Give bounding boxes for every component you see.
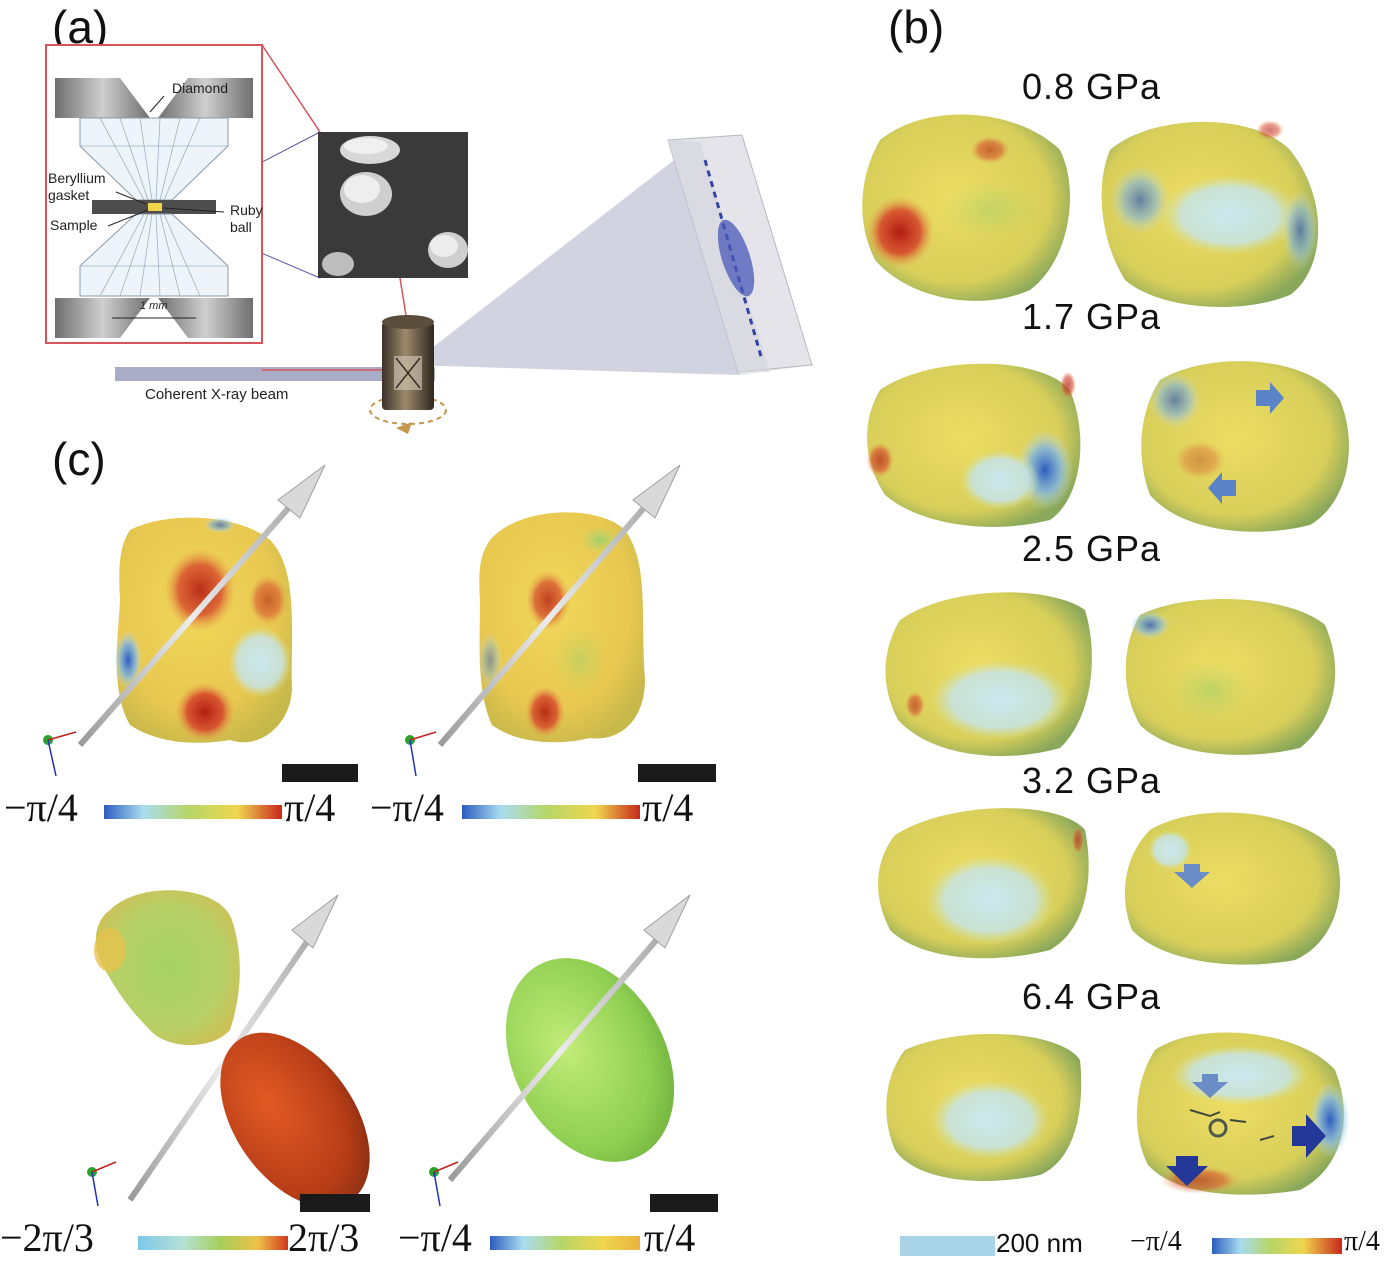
axes-triad-3	[87, 1161, 117, 1207]
particle-0-8-right	[1101, 120, 1319, 308]
reconstruction-bottom-right	[505, 958, 675, 1162]
colorbar-c1	[104, 805, 282, 819]
pressure-label-2-5: 2.5 GPa	[1022, 528, 1162, 569]
panel-label-b: (b)	[888, 1, 945, 53]
colorbar-c4	[490, 1236, 640, 1250]
pressure-cell	[369, 315, 447, 434]
pressure-label-1-7: 1.7 GPa	[1022, 296, 1162, 337]
particle-2-5-right	[1125, 598, 1336, 755]
beam-label: Coherent X-ray beam	[145, 386, 289, 403]
scale-bar-c1	[282, 764, 358, 782]
axes-triad-2	[405, 731, 437, 777]
scale-label-200nm: 200 nm	[996, 1228, 1083, 1258]
scale-bar-c2	[638, 764, 716, 782]
particle-6-4-right	[1136, 1032, 1350, 1195]
particle-3-2-left	[878, 808, 1089, 959]
scale-bar-200nm	[900, 1236, 995, 1256]
reconstruction-top-right	[478, 512, 645, 743]
reconstruction-bottom-left-lower	[220, 1032, 370, 1208]
particle-1-7-right	[1141, 361, 1349, 532]
pressure-label-3-2: 3.2 GPa	[1022, 760, 1162, 801]
beryllium-gasket-label: Beryllium gasket	[48, 170, 106, 203]
axes-triad-4	[429, 1161, 459, 1207]
colorbar-c4-max: π/4	[644, 1215, 696, 1260]
ruby-ball-label: Ruby ball	[230, 202, 263, 235]
pressure-label-6-4: 6.4 GPa	[1022, 976, 1162, 1017]
particle-3-2-right	[1124, 812, 1341, 965]
particle-1-7-left	[866, 363, 1081, 527]
colorbar-c4-min: −π/4	[398, 1215, 472, 1260]
particle-0-8-left	[862, 114, 1070, 301]
colorbar-b	[1212, 1238, 1342, 1254]
colorbar-c3-max: 2π/3	[288, 1215, 360, 1260]
diamond-label: Diamond	[172, 80, 229, 96]
panel-label-c: (c)	[52, 433, 106, 485]
scale-bar-c3	[300, 1194, 370, 1212]
axis-arrow-top-right	[437, 464, 681, 747]
scale-1mm-label: 1 mm	[140, 300, 168, 312]
colorbar-c2-max: π/4	[642, 785, 694, 830]
colorbar-c3-min: −2π/3	[0, 1215, 94, 1260]
colorbar-b-min: −π/4	[1130, 1226, 1182, 1257]
particle-6-4-left	[886, 1033, 1082, 1182]
pressure-label-0-8: 0.8 GPa	[1022, 66, 1162, 107]
colorbar-c3	[138, 1236, 288, 1250]
reconstruction-top-left	[114, 517, 293, 743]
axis-arrow-top-left	[77, 464, 326, 747]
colorbar-c2-min: −π/4	[370, 785, 444, 830]
colorbar-b-max: π/4	[1344, 1226, 1380, 1257]
axes-triad-1	[43, 731, 77, 777]
sem-micrograph	[318, 132, 468, 278]
colorbar-c1-min: −π/4	[4, 785, 78, 830]
scale-bar-c4	[650, 1194, 718, 1212]
sample-label: Sample	[50, 217, 98, 233]
particle-2-5-left	[885, 592, 1092, 757]
colorbar-c1-max: π/4	[284, 785, 336, 830]
axis-arrow-bottom-right	[447, 894, 691, 1182]
reconstruction-bottom-left-upper	[94, 890, 240, 1046]
colorbar-c2	[462, 805, 640, 819]
